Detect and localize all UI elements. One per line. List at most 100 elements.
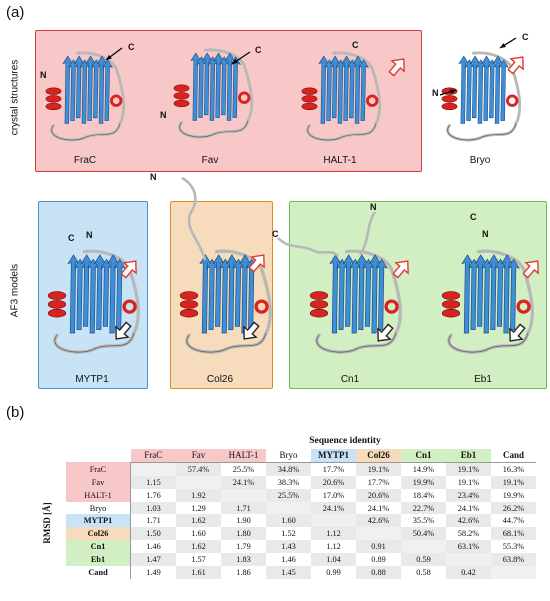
- rmsd-axis-title: RMSD [Å]: [42, 502, 52, 544]
- protein-structure: [173, 48, 254, 139]
- helix-turn: [301, 87, 318, 95]
- table-cell: 22.7%: [401, 501, 446, 515]
- helix-turn: [309, 300, 329, 309]
- beta-strand: [79, 59, 91, 124]
- pointer-arrowhead: [450, 89, 456, 94]
- c-helix-coil: [366, 94, 379, 107]
- table-cell: 1.43: [266, 540, 311, 554]
- beta-strand: [486, 59, 498, 119]
- beta-strand: [73, 258, 87, 331]
- highlight-arrow-shape: [388, 58, 405, 77]
- beta-strand: [474, 254, 487, 327]
- highlight-arrow-shape: [120, 260, 137, 279]
- table-cell: 1.12: [326, 542, 341, 552]
- terminus-label: C: [352, 40, 359, 50]
- table-cell: 18.4%: [412, 490, 435, 500]
- beta-strand: [481, 258, 494, 334]
- pointer-arrowhead: [232, 58, 238, 64]
- sequence-identity-title: Sequence identity: [309, 436, 381, 446]
- table-cell: [266, 501, 311, 515]
- feature-arrow: [377, 323, 394, 342]
- feature-arrow: [115, 321, 132, 340]
- beta-strand: [358, 59, 370, 121]
- table-cell: 0.42: [446, 566, 491, 579]
- c-helix-coil: [516, 299, 531, 314]
- table-cell: 16.3%: [502, 464, 525, 474]
- caption-fav: Fav: [201, 155, 219, 166]
- beta-strand: [492, 55, 504, 124]
- beta-strand: [106, 254, 120, 334]
- helix-turn: [47, 291, 67, 300]
- protein-structure: [179, 249, 272, 354]
- table-cell: 1.76: [146, 490, 161, 500]
- table-row: Cand 1.49 1.61 1.86 1.45 0.99 0.88 0.58 0.42: [66, 566, 536, 579]
- beta-strand: [362, 258, 375, 327]
- highlight-arrow-shape: [248, 254, 265, 273]
- beta-strand: [90, 59, 102, 119]
- protein-structure: [441, 51, 522, 142]
- beta-strand: [232, 258, 245, 327]
- row-header: Fav: [66, 475, 131, 489]
- c-helix-coil: [384, 299, 399, 314]
- table-cell: 1.60: [191, 529, 206, 539]
- protein-structure: [45, 51, 126, 142]
- beta-strand: [225, 254, 239, 331]
- table-cell: 20.6%: [356, 488, 401, 502]
- table-cell: 35.5%: [412, 516, 435, 526]
- table-row: MYTP1 1.71 1.62 1.90 1.60 42.6% 35.5% 42.6% 44.7…: [66, 514, 536, 528]
- helix-turn: [173, 84, 190, 92]
- table-cell: 63.1%: [446, 540, 491, 554]
- helix-turn: [301, 95, 318, 103]
- table-cell: 68.1%: [491, 527, 536, 541]
- table-cell: 1.46: [281, 555, 296, 565]
- terminus-label: N: [150, 172, 157, 182]
- table-cell: 1.83: [221, 553, 266, 567]
- beta-strand: [498, 59, 510, 121]
- table-cell: [446, 553, 491, 567]
- table-cell: 25.5%: [232, 464, 255, 474]
- feature-arrow-shape: [377, 323, 394, 342]
- table-cell: 1.79: [236, 542, 251, 552]
- table-cell: 24.1%: [367, 503, 390, 513]
- beta-strand: [102, 59, 114, 121]
- col26-box: [170, 201, 273, 389]
- table-row: Col26 1.50 1.60 1.80 1.52 1.12 50.4% 58.2% 68.1%: [66, 527, 536, 541]
- terminus-label: C: [522, 32, 529, 42]
- table-cell: 1.04: [311, 553, 356, 567]
- c-helix-coil: [110, 94, 123, 107]
- beta-strand: [487, 254, 501, 331]
- table-row: Bryo 1.03 1.29 1.71 24.1% 24.1% 22.7% 24.1% 26.2…: [66, 501, 536, 515]
- loop-outline: [186, 332, 267, 353]
- column-header: HALT-1: [221, 449, 266, 463]
- table-cell: 1.62: [176, 540, 221, 554]
- column-header: Cn1: [401, 449, 446, 463]
- table-corner: [66, 449, 131, 462]
- table-cell: 17.7%: [322, 464, 345, 474]
- disordered-tail: [181, 176, 207, 261]
- beta-strand: [218, 56, 230, 116]
- highlight-arrow-shape: [522, 260, 539, 279]
- table-row: Fav 1.15 24.1% 38.3% 20.6% 17.7% 19.9% 19.1% 19.…: [66, 475, 536, 489]
- row-header: Cn1: [66, 540, 131, 554]
- caption-col26: Col26: [206, 374, 234, 385]
- helix-turn: [179, 308, 199, 318]
- table-cell: 0.58: [416, 567, 431, 577]
- table-cell: 1.57: [191, 555, 206, 565]
- feature-arrow-shape: [243, 321, 260, 340]
- helix-turn: [441, 95, 458, 103]
- feature-arrow: [243, 321, 260, 340]
- highlight-arrow: [120, 260, 137, 279]
- loop-outline: [447, 123, 517, 141]
- highlight-arrow: [388, 58, 405, 77]
- table-cell: 1.80: [221, 527, 266, 541]
- highlight-arrow: [392, 260, 409, 279]
- beta-strand: [213, 52, 224, 118]
- table-cell: [491, 566, 536, 579]
- helix-turn: [441, 102, 458, 111]
- table-cell: 20.6%: [311, 475, 356, 489]
- beta-strand: [205, 258, 219, 331]
- panel-a-label: (a): [6, 4, 25, 21]
- table-cell: 19.9%: [401, 475, 446, 489]
- table-cell: 42.6%: [356, 514, 401, 528]
- beta-strand: [73, 55, 85, 119]
